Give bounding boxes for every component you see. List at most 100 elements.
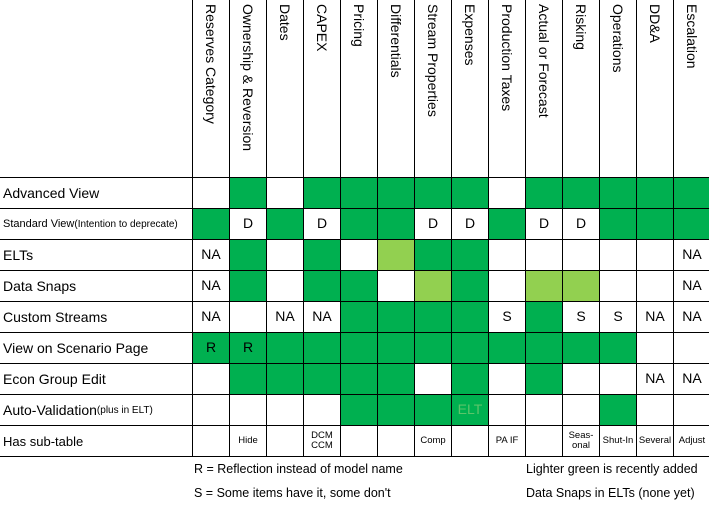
cell [266,208,303,239]
cell [451,425,488,456]
cell: NA [266,301,303,332]
cell [414,332,451,363]
cell [525,239,562,270]
row-label: Standard View (Intention to deprecate) [0,208,192,239]
cell: NA [192,239,229,270]
cell: Hide [229,425,266,456]
cell: NA [673,363,709,394]
cell [562,394,599,425]
cell [192,425,229,456]
cell: DCM CCM [303,425,340,456]
cell: Several [636,425,673,456]
cell [414,239,451,270]
cell [525,270,562,301]
cell [599,394,636,425]
cell: S [562,301,599,332]
column-header: Risking [562,0,599,177]
cell [192,177,229,208]
cell [192,363,229,394]
cell [599,177,636,208]
cell [303,270,340,301]
cell [673,208,709,239]
cell [636,177,673,208]
cell [636,270,673,301]
cell [192,394,229,425]
cell [525,177,562,208]
cell [562,332,599,363]
cell [636,208,673,239]
cell [266,363,303,394]
cell: Comp [414,425,451,456]
cell [414,394,451,425]
cell [340,394,377,425]
column-header: Ownership & Reversion [229,0,266,177]
row-label-text: Has sub-table [3,433,84,449]
column-header: Operations [599,0,636,177]
footnote: Lighter green is recently added [526,462,698,476]
column-header: Expenses [451,0,488,177]
cell [377,363,414,394]
cell [377,332,414,363]
row-label-text: Advanced View [3,185,100,201]
cell [303,332,340,363]
row-label-text: Custom Streams [3,309,108,325]
cell [673,177,709,208]
cell [525,363,562,394]
cell: D [414,208,451,239]
cell [229,239,266,270]
cell: Adjust [673,425,709,456]
cell [673,332,709,363]
row-label: View on Scenario Page [0,332,192,363]
cell: R [192,332,229,363]
cell [414,177,451,208]
footnote: R = Reflection instead of model name [194,462,403,476]
column-header: Dates [266,0,303,177]
cell [599,208,636,239]
cell [562,239,599,270]
cell: NA [192,301,229,332]
cell: D [525,208,562,239]
cell [266,270,303,301]
cell: R [229,332,266,363]
cell [377,270,414,301]
cell [229,270,266,301]
cell [488,208,525,239]
cell [192,208,229,239]
cell: NA [192,270,229,301]
cell [525,425,562,456]
cell [525,301,562,332]
cell [525,394,562,425]
table-bottom [0,456,709,457]
row-label: Econ Group Edit [0,363,192,394]
cell [340,239,377,270]
cell: ELT [451,394,488,425]
column-header: DD&A [636,0,673,177]
cell [451,270,488,301]
cell [303,177,340,208]
cell: NA [636,363,673,394]
cell [451,332,488,363]
row-label: Auto-Validation (plus in ELT) [0,394,192,425]
cell: D [229,208,266,239]
row-label: Custom Streams [0,301,192,332]
cell: NA [673,270,709,301]
cell [340,363,377,394]
cell [599,270,636,301]
row-label: ELTs [0,239,192,270]
row-label-text: View on Scenario Page [3,340,149,356]
row-label-text: Standard View [3,217,75,230]
row-label: Has sub-table [0,425,192,456]
row-label-text: Auto-Validation [3,402,97,418]
cell: S [488,301,525,332]
row-label-text: ELTs [3,247,34,263]
cell [266,394,303,425]
cell [340,177,377,208]
cell [229,301,266,332]
cell [377,177,414,208]
cell [414,270,451,301]
cell [340,301,377,332]
cell [562,177,599,208]
cell: S [599,301,636,332]
cell [488,177,525,208]
